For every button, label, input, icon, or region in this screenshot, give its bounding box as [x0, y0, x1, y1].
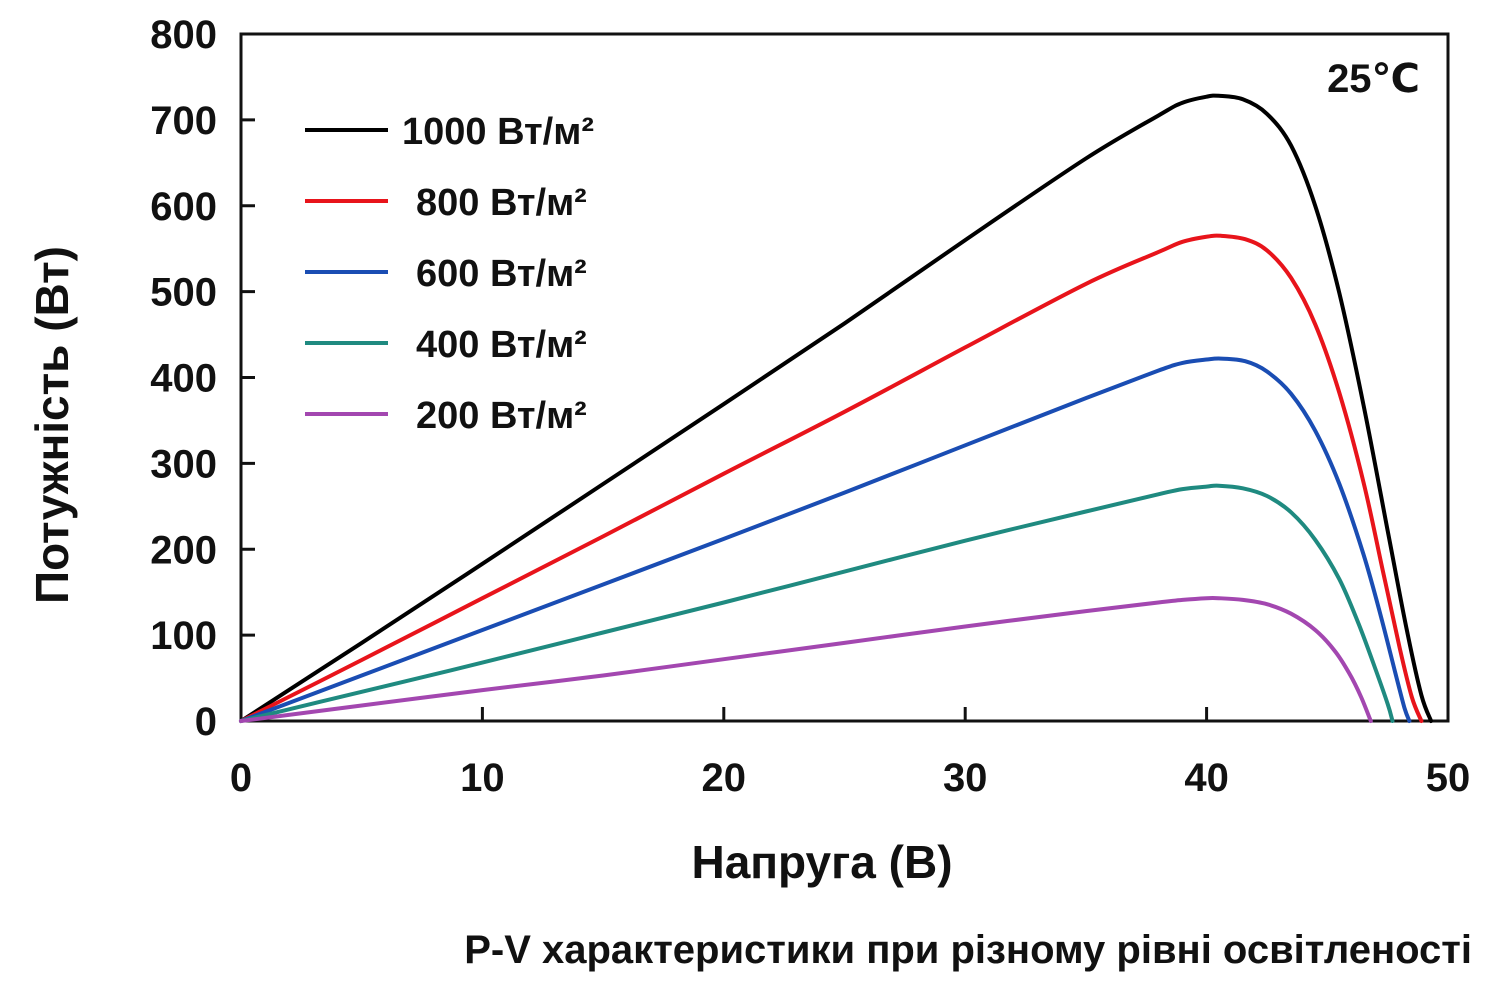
- legend-label-3: 400 Вт/м²: [416, 324, 587, 366]
- x-tick-label: 30: [943, 756, 988, 800]
- x-axis-title: Напруга (В): [691, 836, 952, 888]
- y-tick-label: 100: [150, 614, 217, 658]
- temperature-annotation: 25℃: [1327, 57, 1420, 101]
- x-tick-label: 40: [1184, 756, 1229, 800]
- y-tick-label: 500: [150, 271, 217, 315]
- series-line-1: [239, 233, 1424, 723]
- series-line-0: [239, 93, 1434, 723]
- x-tick-label: 20: [702, 756, 747, 800]
- y-tick-label: 600: [150, 185, 217, 229]
- y-axis-title: Потужність (Вт): [26, 246, 78, 604]
- x-tick-label: 0: [230, 756, 252, 800]
- y-tick-label: 800: [150, 13, 217, 57]
- y-tick-label: 0: [195, 700, 217, 744]
- chart-caption: P-V характеристики при різному рівні осв…: [464, 928, 1472, 972]
- y-tick-label: 200: [150, 528, 217, 572]
- y-tick-label: 400: [150, 357, 217, 401]
- legend-label-1: 800 Вт/м²: [416, 182, 587, 224]
- y-tick-label: 300: [150, 442, 217, 486]
- legend: 1000 Вт/м² 800 Вт/м² 600 Вт/м² 400 Вт/м² 200…: [305, 111, 594, 437]
- series-group: [239, 93, 1434, 723]
- x-tick-label: 10: [460, 756, 505, 800]
- legend-label-4: 200 Вт/м²: [416, 395, 587, 437]
- x-tick-label: 50: [1426, 756, 1471, 800]
- series-line-2: [239, 356, 1412, 723]
- legend-label-2: 600 Вт/м²: [416, 253, 587, 295]
- legend-label-0: 1000 Вт/м²: [402, 111, 594, 153]
- y-tick-label: 700: [150, 99, 217, 143]
- series-line-4: [239, 595, 1373, 723]
- series-line-3: [239, 483, 1395, 723]
